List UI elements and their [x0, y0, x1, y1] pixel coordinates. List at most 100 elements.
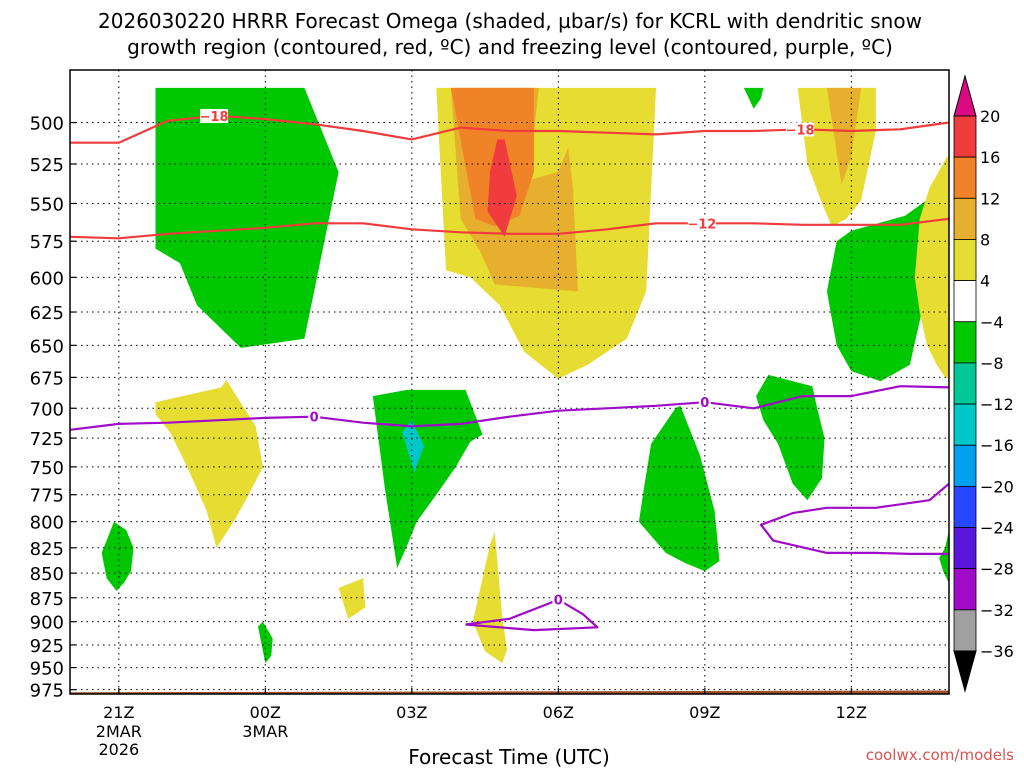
- omega-region-0: [155, 87, 339, 348]
- colorbar-label-8: −16: [980, 436, 1014, 455]
- contour-2: [70, 385, 949, 431]
- omega-region-15: [472, 532, 508, 664]
- omega-region-8: [826, 191, 940, 382]
- chart-title-line-2: growth region (contoured, red, ºC) and f…: [127, 35, 893, 59]
- colorbar-bin-11: [953, 568, 977, 611]
- contour-label-1-0: −12: [687, 217, 716, 232]
- contour-label-4-0: 0: [554, 594, 563, 609]
- surface-terrain: [70, 690, 949, 694]
- colorbar-label-13: −36: [980, 642, 1014, 661]
- contour-label-bg-4-0: [552, 592, 565, 607]
- y-tick-label-800: 800: [30, 513, 64, 534]
- colorbar-bin-8: [953, 444, 977, 487]
- omega-region-14: [338, 578, 366, 619]
- colorbar-label-6: −8: [980, 354, 1004, 373]
- surface-ground: [70, 690, 949, 694]
- y-tick-label-875: 875: [30, 589, 64, 610]
- y-tick-label-575: 575: [30, 232, 64, 253]
- y-tick-label-500: 500: [30, 114, 64, 135]
- credit-text: coolwx.com/models: [866, 746, 1014, 764]
- colorbar-bin-3: [953, 239, 977, 282]
- colorbar-bin-4: [953, 280, 977, 323]
- x-tick-label-4: 09Z: [689, 703, 720, 722]
- contour-label-bg-1-0: [687, 216, 716, 231]
- contour-label-bg-0-0: [200, 108, 229, 123]
- y-tick-label-525: 525: [30, 155, 64, 176]
- y-tick-label-950: 950: [30, 659, 64, 680]
- omega-region-16: [372, 389, 483, 569]
- colorbar-bin-6: [953, 362, 977, 405]
- y-tick-label-925: 925: [30, 636, 64, 657]
- x-tick-label-5: 12Z: [836, 703, 867, 722]
- temperature-contours: −18 −18 −12 0 0 0: [70, 108, 949, 632]
- contour-1: [70, 217, 949, 240]
- omega-region-10: [939, 530, 949, 584]
- y-tick-label-900: 900: [30, 613, 64, 634]
- y-tick-label-600: 600: [30, 268, 64, 289]
- colorbar-label-11: −28: [980, 560, 1014, 579]
- omega-region-5: [797, 87, 876, 227]
- y-tick-label-675: 675: [30, 368, 64, 389]
- contour-3: [759, 482, 949, 556]
- omega-shading: [101, 87, 949, 664]
- contour-label-2-0: 0: [310, 411, 319, 426]
- y-tick-label-850: 850: [30, 564, 64, 585]
- x-tick-date-0: 2MAR: [96, 722, 142, 741]
- omega-region-18: [638, 405, 720, 572]
- omega-region-19: [756, 374, 825, 501]
- omega-region-9: [914, 155, 949, 379]
- colorbar-label-7: −12: [980, 395, 1014, 414]
- contour-label-0-0: −18: [200, 110, 229, 125]
- colorbar-bin-12: [953, 609, 977, 652]
- x-tick-label-3: 06Z: [543, 703, 574, 722]
- colorbar-label-1: 16: [980, 148, 1000, 167]
- contour-label-bg-2-0: [308, 409, 321, 424]
- x-tick-label-2: 03Z: [396, 703, 427, 722]
- colorbar-over-arrow: [953, 74, 977, 117]
- y-tick-label-700: 700: [30, 399, 64, 420]
- contour-label-2-1: 0: [700, 396, 709, 411]
- colorbar-bin-2: [953, 197, 977, 240]
- colorbar-bin-1: [953, 156, 977, 199]
- colorbar-label-5: −4: [980, 313, 1004, 332]
- colorbar-bin-9: [953, 485, 977, 528]
- colorbar-bin-7: [953, 403, 977, 446]
- x-axis-title: Forecast Time (UTC): [408, 745, 610, 768]
- colorbar-under-arrow: [953, 650, 977, 693]
- colorbar-label-12: −32: [980, 601, 1014, 620]
- plot-frame: [69, 69, 950, 695]
- colorbar-bin-5: [953, 321, 977, 364]
- colorbar-label-2: 12: [980, 189, 1000, 208]
- colorbar: 20 16 12 8 4 −4 −8 −12 −16 −20 −24 −28 −32 −36: [953, 74, 1014, 693]
- chart-title-line-1: 2026030220 HRRR Forecast Omega (shaded, …: [98, 9, 922, 33]
- omega-region-17: [402, 420, 424, 473]
- y-tick-label-725: 725: [30, 429, 64, 450]
- colorbar-label-0: 20: [980, 107, 1000, 126]
- y-tick-label-650: 650: [30, 336, 64, 357]
- colorbar-label-4: 4: [980, 272, 990, 291]
- colorbar-label-10: −24: [980, 519, 1014, 538]
- contour-label-bg-2-1: [698, 395, 711, 410]
- x-tick-label-1: 00Z: [250, 703, 281, 722]
- y-tick-label-975: 975: [30, 681, 64, 702]
- x-tick-year-0: 2026: [98, 740, 139, 759]
- omega-region-7: [743, 87, 764, 109]
- omega-region-6: [826, 87, 862, 185]
- contour-4: [465, 598, 599, 632]
- y-axis: 500 525 550 575 600 625 650 675 700 725 750 775 800 8…: [30, 114, 76, 702]
- y-tick-label-625: 625: [30, 303, 64, 324]
- x-tick-date-1: 3MAR: [242, 722, 288, 741]
- contour-label-0-1: −18: [786, 123, 815, 138]
- grid-lines: [70, 70, 949, 694]
- x-tick-label-0: 21Z: [103, 703, 134, 722]
- colorbar-bin-10: [953, 527, 977, 570]
- y-tick-label-775: 775: [30, 486, 64, 507]
- colorbar-label-3: 8: [980, 230, 990, 249]
- colorbar-label-9: −20: [980, 477, 1014, 496]
- y-tick-label-550: 550: [30, 194, 64, 215]
- y-tick-label-825: 825: [30, 539, 64, 560]
- y-tick-label-750: 750: [30, 458, 64, 479]
- colorbar-bin-0: [953, 115, 977, 158]
